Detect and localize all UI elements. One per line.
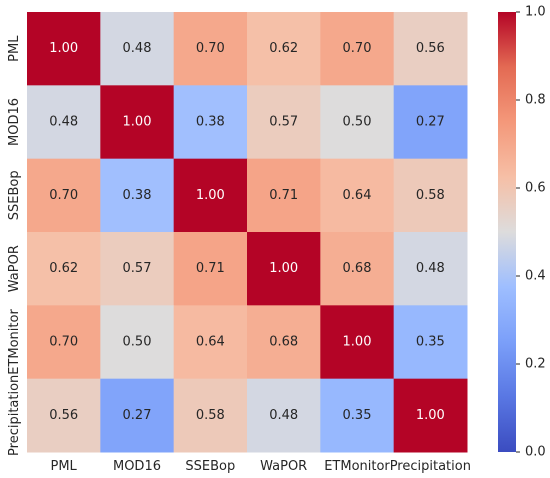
heatmap-cell bbox=[247, 158, 321, 233]
cell-value-label: 0.70 bbox=[196, 41, 225, 56]
cell-value-label: 0.71 bbox=[269, 188, 298, 203]
y-tick-labels: PML MOD16 SSEBop WaPOR ETMonitorPrecipitatio… bbox=[7, 35, 22, 456]
heatmap-cell bbox=[247, 12, 321, 86]
heatmap-cell bbox=[247, 85, 321, 160]
heatmap-cell bbox=[27, 305, 101, 380]
cell-value-label: 0.57 bbox=[123, 261, 152, 276]
heatmap-cell bbox=[27, 378, 101, 453]
cell-value-label: 0.62 bbox=[269, 41, 298, 56]
heatmap-cell bbox=[393, 85, 468, 160]
heatmap-cell bbox=[173, 158, 248, 233]
cell-value-label: 1.00 bbox=[416, 408, 445, 423]
cell-value-label: 1.00 bbox=[196, 188, 225, 203]
cell-value-label: 0.71 bbox=[196, 261, 225, 276]
cell-value-label: 0.27 bbox=[416, 115, 445, 130]
heatmap-cell bbox=[393, 232, 468, 306]
heatmap-cell bbox=[173, 85, 248, 160]
heatmap-cell bbox=[100, 305, 175, 380]
cell-value-label: 0.68 bbox=[269, 335, 298, 350]
y-tick-label: WaPOR bbox=[7, 245, 22, 292]
heatmap-cell bbox=[100, 232, 175, 306]
cell-value-label: 0.70 bbox=[343, 41, 372, 56]
colorbar-tick-label: 0.2 bbox=[525, 357, 546, 372]
heatmap-cell bbox=[173, 378, 248, 453]
heatmap-cell bbox=[27, 12, 101, 86]
cell-value-label: 0.56 bbox=[49, 408, 78, 423]
colorbar-tick-label: 0.0 bbox=[525, 445, 546, 460]
colorbar-tick-label: 0.6 bbox=[525, 181, 546, 196]
cell-value-label: 0.48 bbox=[49, 115, 78, 130]
x-tick-label: SSEBop bbox=[185, 459, 235, 474]
heatmap-cell bbox=[320, 232, 395, 306]
x-tick-label: MOD16 bbox=[113, 459, 161, 474]
cell-value-label: 0.57 bbox=[269, 115, 298, 130]
heatmap-cell bbox=[320, 305, 395, 380]
cell-value-label: 1.00 bbox=[123, 115, 152, 130]
cell-value-label: 0.38 bbox=[196, 115, 225, 130]
y-tick-label: PML bbox=[7, 35, 22, 62]
cell-value-label: 1.00 bbox=[269, 261, 298, 276]
cell-value-label: 1.00 bbox=[343, 335, 372, 350]
cell-value-label: 0.50 bbox=[343, 115, 372, 130]
heatmap-cell bbox=[100, 378, 175, 453]
heatmap-cell bbox=[173, 305, 248, 380]
cell-value-label: 0.68 bbox=[343, 261, 372, 276]
heatmap-cell bbox=[393, 12, 468, 86]
heatmap-cell bbox=[393, 158, 468, 233]
colorbar-gradient bbox=[498, 12, 516, 452]
colorbar-tick-label: 1.0 bbox=[525, 5, 546, 20]
cell-value-label: 0.70 bbox=[49, 335, 78, 350]
colorbar-ticks: 0.0 0.2 0.4 0.6 0.8 1.0 bbox=[516, 5, 546, 460]
y-tick-label: SSEBop bbox=[7, 170, 22, 220]
heatmap-cell bbox=[27, 232, 101, 306]
cell-value-label: 0.35 bbox=[343, 408, 372, 423]
cell-value-label: 0.35 bbox=[416, 335, 445, 350]
heatmap-cell bbox=[247, 305, 321, 380]
cell-value-label: 0.48 bbox=[123, 41, 152, 56]
heatmap-cell bbox=[393, 305, 468, 380]
y-tick-label: MOD16 bbox=[7, 98, 22, 146]
cell-value-label: 1.00 bbox=[49, 41, 78, 56]
heatmap-cell bbox=[320, 378, 395, 453]
heatmap-cell bbox=[320, 85, 395, 160]
x-tick-label: ETMonitor bbox=[324, 459, 390, 474]
x-tick-label: Precipitation bbox=[390, 459, 471, 474]
heatmap-cell bbox=[247, 232, 321, 306]
cell-value-label: 0.62 bbox=[49, 261, 78, 276]
heatmap-cell bbox=[393, 378, 468, 453]
heatmap-cell bbox=[173, 12, 248, 86]
heatmap-cell bbox=[27, 158, 101, 233]
colorbar-tick-label: 0.4 bbox=[525, 269, 546, 284]
cell-value-label: 0.48 bbox=[269, 408, 298, 423]
x-tick-label: PML bbox=[51, 459, 78, 474]
cell-value-label: 0.38 bbox=[123, 188, 152, 203]
colorbar: 0.0 0.2 0.4 0.6 0.8 1.0 bbox=[498, 5, 546, 460]
heatmap-cell bbox=[320, 158, 395, 233]
y-tick-label: Precipitation bbox=[7, 375, 22, 456]
cell-value-label: 0.56 bbox=[416, 41, 445, 56]
x-tick-labels: PML MOD16 SSEBop WaPOR ETMonitor Precipitatio… bbox=[51, 459, 471, 474]
colorbar-tick-label: 0.8 bbox=[525, 93, 546, 108]
cell-value-label: 0.58 bbox=[416, 188, 445, 203]
x-tick-label: WaPOR bbox=[260, 459, 307, 474]
cell-value-label: 0.70 bbox=[49, 188, 78, 203]
heatmap-cell bbox=[320, 12, 395, 86]
heatmap-cell bbox=[100, 12, 175, 86]
cell-value-label: 0.50 bbox=[123, 335, 152, 350]
cell-value-label: 0.64 bbox=[196, 335, 225, 350]
heatmap-cell bbox=[247, 378, 321, 453]
cell-value-label: 0.64 bbox=[343, 188, 372, 203]
heatmap-cell bbox=[173, 232, 248, 306]
heatmap-cell bbox=[100, 85, 175, 160]
cell-value-label: 0.48 bbox=[416, 261, 445, 276]
cell-value-label: 0.27 bbox=[123, 408, 152, 423]
heatmap-cell bbox=[27, 85, 101, 160]
heatmap-cell bbox=[100, 158, 175, 233]
cell-value-label: 0.58 bbox=[196, 408, 225, 423]
heatmap-cells: 1.00 0.48 0.70 0.62 0.70 0.56 0.48 1.00 0.38 0.57… bbox=[27, 12, 468, 453]
y-tick-label: ETMonitor bbox=[7, 309, 22, 375]
